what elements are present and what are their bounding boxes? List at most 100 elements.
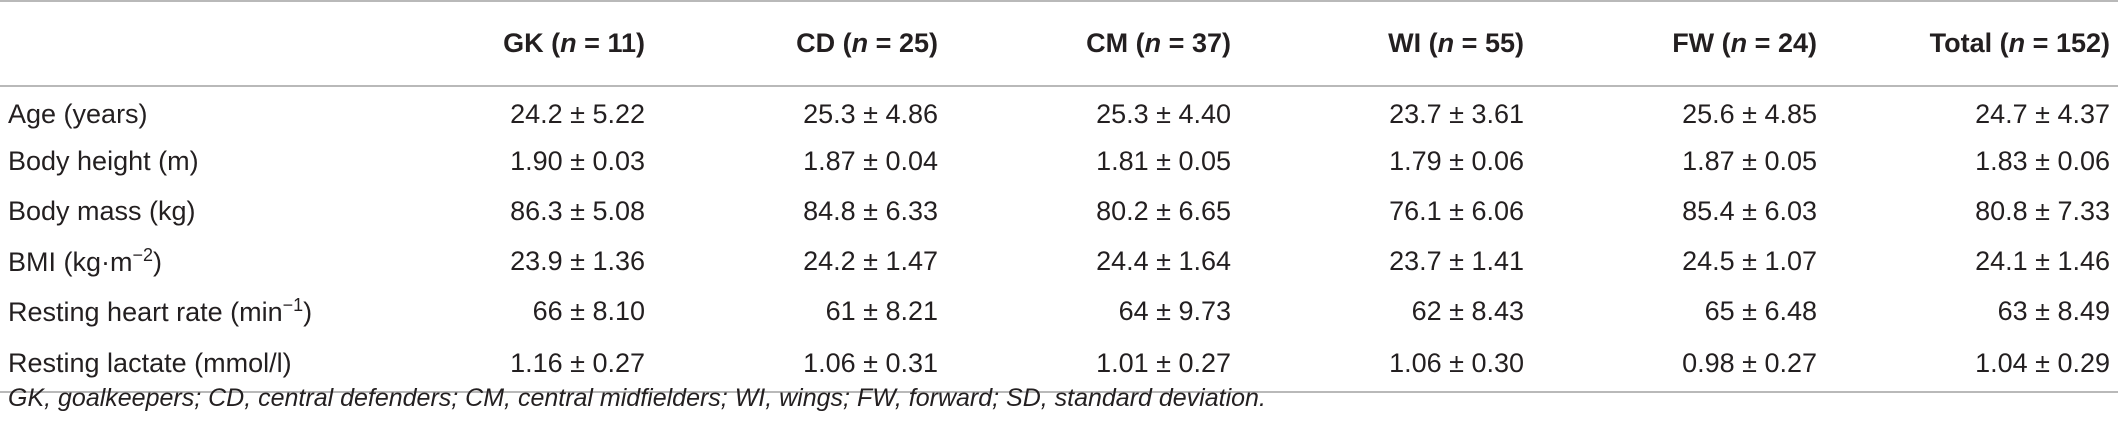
row-label-text: Body mass (kg) (8, 195, 196, 226)
column-n: 152 (2055, 28, 2101, 58)
column-name: CM (1086, 28, 1129, 58)
column-n: 55 (1484, 28, 1515, 58)
paren: ( (543, 28, 561, 58)
paren: ) (1222, 28, 1231, 58)
paren: ) (2101, 28, 2110, 58)
row-label: Body height (m) (0, 136, 360, 186)
table-cell: 1.81 ± 0.05 (1096, 145, 1231, 176)
table-cell: 86.3 ± 5.08 (510, 195, 645, 226)
table-cell: 1.87 ± 0.05 (1682, 145, 1817, 176)
paren: ) (1808, 28, 1817, 58)
column-name: CD (796, 28, 836, 58)
equals: = (576, 28, 608, 58)
table-cell: 24.4 ± 1.64 (1096, 245, 1231, 276)
row-label-text: Body height (m) (8, 145, 199, 176)
table-cell: 80.2 ± 6.65 (1096, 195, 1231, 226)
paren: ) (929, 28, 938, 58)
row-label-suffix: ) (153, 246, 163, 277)
table-cell: 66 ± 8.10 (532, 295, 645, 326)
table-cell: 1.79 ± 0.06 (1389, 145, 1524, 176)
table-cell: 64 ± 9.73 (1118, 295, 1231, 326)
table-cell: 24.2 ± 5.22 (510, 99, 645, 129)
table-footnote: GK, goalkeepers; CD, central defenders; … (8, 384, 1266, 412)
header-row: GK (n = 11) CD (n = 25) CM (n = 37) WI (n =… (0, 0, 2118, 87)
n-symbol: n (1437, 28, 1455, 58)
table-cell: 1.06 ± 0.30 (1239, 336, 1532, 393)
table-cell: 24.5 ± 1.07 (1682, 245, 1817, 276)
table-cell: 76.1 ± 6.06 (1389, 195, 1524, 226)
column-header: FW (n = 24) (1532, 0, 1825, 87)
table-cell: 23.9 ± 1.36 (510, 245, 645, 276)
paren: ) (1515, 28, 1524, 58)
column-header: CM (n = 37) (946, 0, 1239, 87)
table-cell: 62 ± 8.43 (1411, 295, 1524, 326)
table-cell: 1.16 ± 0.27 (360, 336, 653, 393)
paren: ( (1421, 28, 1438, 58)
row-label: Resting heart rate (min−1) (0, 286, 360, 336)
table-cell: 1.01 ± 0.27 (946, 336, 1239, 393)
table-cell: 24.7 ± 4.37 (1975, 99, 2110, 129)
player-characteristics-table: GK (n = 11) CD (n = 25) CM (n = 37) WI (n =… (0, 0, 2118, 393)
equals: = (1747, 28, 1778, 58)
column-name: WI (1388, 28, 1422, 58)
table-cell: 23.7 ± 1.41 (1389, 245, 1524, 276)
table-header: GK (n = 11) CD (n = 25) CM (n = 37) WI (n =… (0, 0, 2118, 87)
row-label-superscript: −1 (282, 294, 304, 315)
n-symbol: n (1730, 28, 1748, 58)
row-label: Body mass (kg) (0, 186, 360, 236)
row-label-text: BMI (kg·m (8, 246, 133, 277)
row-label: Age (years) (0, 86, 360, 136)
paren: ) (636, 28, 645, 58)
equals: = (2025, 28, 2056, 58)
column-name: Total (1929, 28, 1993, 58)
table-row: BMI (kg·m−2) 23.9 ± 1.36 24.2 ± 1.47 24.4 ±… (0, 236, 2118, 286)
table-row: Body height (m) 1.90 ± 0.03 1.87 ± 0.04 1.8… (0, 136, 2118, 186)
table-cell: 24.2 ± 1.47 (803, 245, 938, 276)
table-cell: 84.8 ± 6.33 (803, 195, 938, 226)
table-cell: 25.3 ± 4.40 (1096, 99, 1231, 129)
row-label-text: Age (years) (8, 99, 148, 129)
table-cell: 80.8 ± 7.33 (1975, 195, 2110, 226)
table-cell: 25.6 ± 4.85 (1682, 99, 1817, 129)
table-row: Body mass (kg) 86.3 ± 5.08 84.8 ± 6.33 80.2… (0, 186, 2118, 236)
table-row: Resting lactate (mmol/l) 1.16 ± 0.27 1.06 … (0, 336, 2118, 393)
column-header: WI (n = 55) (1239, 0, 1532, 87)
paren: ( (835, 28, 852, 58)
row-label-suffix: ) (303, 296, 313, 327)
column-n: 25 (898, 28, 929, 58)
n-symbol: n (1144, 28, 1162, 58)
row-label-text: Resting lactate (mmol/l) (8, 348, 292, 378)
header-stub (0, 0, 360, 87)
n-symbol: n (560, 28, 577, 58)
row-label: Resting lactate (mmol/l) (0, 336, 360, 393)
n-symbol: n (851, 28, 869, 58)
table-cell: 1.83 ± 0.06 (1975, 145, 2110, 176)
table-cell: 1.04 ± 0.29 (1825, 336, 2118, 393)
row-label-text: Resting heart rate (min (8, 296, 283, 327)
column-header: Total (n = 152) (1825, 0, 2118, 87)
table-cell: 1.06 ± 0.31 (653, 336, 946, 393)
n-symbol: n (2008, 28, 2026, 58)
paren: ( (1128, 28, 1145, 58)
table-cell: 1.90 ± 0.03 (510, 145, 645, 176)
row-label: BMI (kg·m−2) (0, 236, 360, 286)
table-row: Resting heart rate (min−1) 66 ± 8.10 61 ± … (0, 286, 2118, 336)
column-n: 37 (1191, 28, 1222, 58)
column-header: CD (n = 25) (653, 0, 946, 87)
table-body: Age (years) 24.2 ± 5.22 25.3 ± 4.86 25.3 ± … (0, 86, 2118, 393)
equals: = (1454, 28, 1485, 58)
table-cell: 1.87 ± 0.04 (803, 145, 938, 176)
equals: = (868, 28, 899, 58)
table-cell: 63 ± 8.49 (1997, 295, 2110, 326)
column-n: 24 (1777, 28, 1808, 58)
table-cell: 85.4 ± 6.03 (1682, 195, 1817, 226)
column-header: GK (n = 11) (360, 0, 653, 87)
table-cell: 65 ± 6.48 (1704, 295, 1817, 326)
column-name: FW (1672, 28, 1715, 58)
table-cell: 0.98 ± 0.27 (1532, 336, 1825, 393)
table-cell: 24.1 ± 1.46 (1975, 245, 2110, 276)
column-name: GK (503, 28, 544, 58)
paren: ( (1714, 28, 1731, 58)
table-cell: 61 ± 8.21 (825, 295, 938, 326)
